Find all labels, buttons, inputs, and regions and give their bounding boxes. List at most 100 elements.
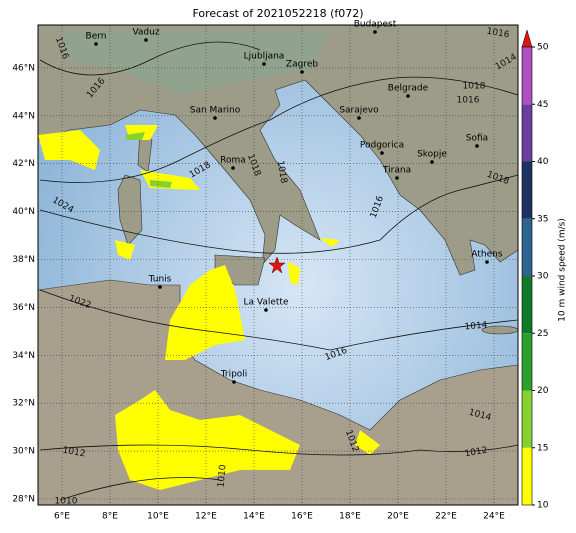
city-label: Sarajevo	[339, 106, 379, 116]
city-label: Bern	[86, 32, 107, 42]
city-dot	[485, 260, 489, 264]
isobar-label: 1012	[464, 446, 488, 460]
city-dot	[213, 116, 217, 120]
city-label: Tunis	[148, 275, 172, 285]
colorbar-segment	[522, 47, 532, 105]
city-dot	[232, 380, 236, 384]
y-tick-label: 28°N	[12, 495, 35, 505]
y-tick-label: 36°N	[12, 303, 35, 313]
colorbar-tick-label: 25	[537, 329, 548, 339]
star-marker	[268, 256, 286, 274]
x-tick-label: 10°E	[147, 512, 169, 522]
x-tick-label: 12°E	[195, 512, 217, 522]
colorbar-segment	[522, 104, 532, 162]
city-dot	[158, 285, 162, 289]
city-label: Athens	[471, 250, 502, 260]
isobar-label: 1010	[55, 497, 78, 507]
x-tick-label: 22°E	[435, 512, 457, 522]
wind-area	[288, 262, 300, 285]
city-dot	[395, 176, 399, 180]
alps	[60, 30, 330, 95]
colorbar-tick-label: 20	[537, 386, 549, 396]
x-tick-label: 20°E	[387, 512, 409, 522]
colorbar-tick-label: 40	[537, 157, 549, 167]
x-tick-label: 14°E	[243, 512, 265, 522]
wind-area	[115, 390, 300, 490]
city-label: Belgrade	[388, 84, 429, 94]
wind-areas	[38, 125, 380, 490]
colorbar-extend	[521, 29, 533, 48]
wind-area	[115, 240, 135, 260]
city-dot	[406, 94, 410, 98]
colorbar-segment	[522, 161, 532, 219]
city-label: San Marino	[190, 106, 241, 116]
y-tick-label: 46°N	[12, 63, 35, 73]
wind-area	[320, 238, 340, 247]
land-europe	[38, 25, 518, 276]
city-label: Sofia	[466, 134, 488, 144]
y-tick-label: 42°N	[12, 159, 35, 169]
y-tick-label: 38°N	[12, 255, 35, 265]
graticule	[38, 25, 518, 505]
city-label: Tripoli	[220, 370, 248, 380]
city-label: Ljubljana	[244, 52, 285, 62]
city-label: Roma	[220, 156, 246, 166]
city-label: Tirana	[382, 166, 411, 176]
wind-area	[150, 180, 172, 188]
city-dot	[231, 166, 235, 170]
city-label: Vaduz	[132, 28, 159, 38]
wind-area	[165, 265, 245, 360]
map	[38, 25, 518, 505]
x-tick-label: 8°E	[102, 512, 118, 522]
isobar-label: 1012	[62, 446, 86, 460]
isobar-label: 1016	[457, 96, 480, 106]
colorbar-segment	[522, 276, 532, 334]
colorbar-segment	[522, 390, 532, 448]
map-frame	[37, 24, 519, 506]
colorbar-tick-label: 45	[537, 100, 548, 110]
city-dot	[144, 38, 148, 42]
colorbar-tick-label: 30	[537, 272, 549, 282]
title: Forecast of 2021052218 (f072)	[192, 7, 363, 20]
city-label: La Valette	[244, 298, 289, 308]
city-dot	[300, 70, 304, 74]
city-label: Zagreb	[286, 60, 318, 70]
isobar-label: 1010	[217, 464, 229, 488]
isobar-label: 1018	[463, 82, 486, 92]
wind-area	[125, 132, 145, 140]
city-dot	[373, 30, 377, 34]
colorbar-segment	[522, 218, 532, 276]
colorbar-tick-label: 10	[537, 501, 549, 511]
colorbar-segment	[522, 447, 532, 505]
wind-area	[355, 430, 380, 455]
colorbar-tick-label: 15	[537, 443, 548, 453]
city-dot	[357, 116, 361, 120]
y-tick-label: 30°N	[12, 447, 35, 457]
wind-area	[38, 130, 100, 170]
colorbar-label: 10 m wind speed (m/s)	[558, 218, 568, 322]
city-dot	[475, 144, 479, 148]
city-label: Podgorica	[360, 141, 404, 151]
city-dot	[430, 160, 434, 164]
city-dot	[380, 151, 384, 155]
colorbar-tick-label: 50	[537, 43, 549, 53]
colorbar-segment	[522, 333, 532, 391]
city-dot	[264, 308, 268, 312]
x-tick-label: 18°E	[339, 512, 361, 522]
isobar-label: 1018	[275, 160, 289, 185]
city-dot	[262, 62, 266, 66]
x-tick-label: 24°E	[483, 512, 505, 522]
y-tick-label: 44°N	[12, 111, 35, 121]
crete	[481, 325, 518, 335]
city-label: Skopje	[417, 150, 447, 160]
x-tick-label: 6°E	[54, 512, 70, 522]
y-tick-label: 34°N	[12, 351, 35, 361]
isobars	[39, 41, 518, 501]
city-dot	[94, 42, 98, 46]
colorbar-tick-label: 35	[537, 214, 548, 224]
isobar-label: 1014	[464, 320, 488, 332]
y-tick-label: 32°N	[12, 399, 35, 409]
y-tick-label: 40°N	[12, 207, 35, 217]
isobar-label: 1016	[486, 27, 511, 41]
